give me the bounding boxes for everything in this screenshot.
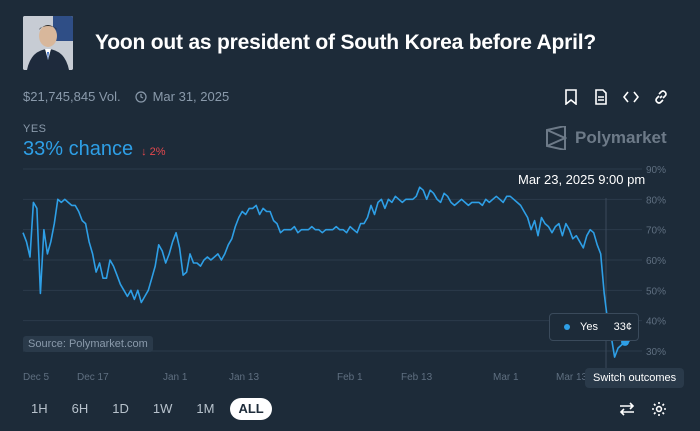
x-tick-label: Feb 13 [401,372,433,383]
market-meta: $21,745,845 Vol. Mar 31, 2025 [23,89,229,104]
swap-icon[interactable] [618,400,636,418]
y-tick-label: 70% [646,226,666,237]
x-tick-label: Jan 1 [163,372,188,383]
y-tick-label: 60% [646,256,666,267]
chance-value: 33% chance [23,138,134,160]
hover-date: Mar 23, 2025 9:00 pm [518,172,646,187]
chance-delta: ↓ 2% [141,146,166,158]
x-tick-label: Dec 5 [23,372,50,383]
document-icon[interactable] [592,88,610,106]
market-header: Yoon out as president of South Korea bef… [23,16,596,70]
range-1w[interactable]: 1W [152,401,173,416]
range-all[interactable]: ALL [230,398,272,420]
series-dot [564,324,570,330]
range-6h[interactable]: 6H [71,401,89,416]
y-tick-label: 30% [646,347,666,358]
bookmark-icon[interactable] [562,88,580,106]
range-1h[interactable]: 1H [31,401,48,416]
y-tick-label: 50% [646,286,666,297]
code-icon[interactable] [622,88,640,106]
y-tick-label: 90% [646,165,666,176]
source-label: Source: Polymarket.com [23,336,153,352]
end-date-text: Mar 31, 2025 [152,89,230,104]
hover-tooltip: Yes 33¢ [549,313,639,341]
link-icon[interactable] [652,88,670,106]
chart-controls [618,400,668,418]
x-tick-label: Dec 17 [77,372,109,383]
header-actions [562,88,670,106]
price-chart[interactable]: 30% 40% 50% 60% 70% 80% 90% Dec 5 Dec 17 Jan 1 Jan… [0,158,700,388]
gear-icon[interactable] [650,400,668,418]
x-tick-label: Feb 1 [337,372,363,383]
polymarket-brand: Polymarket [545,126,667,150]
x-tick-label: Mar 13 [556,372,588,383]
polymarket-logo-icon [545,126,567,150]
market-title: Yoon out as president of South Korea bef… [95,31,597,54]
clock-icon [134,90,147,103]
outcome-label: YES [23,123,47,135]
y-tick-label: 40% [646,317,666,328]
volume-text: $21,745,845 Vol. [23,89,121,104]
range-1d[interactable]: 1D [112,401,129,416]
switch-outcomes-tooltip: Switch outcomes [585,368,685,388]
market-thumbnail [23,16,73,70]
x-tick-label: Mar 1 [493,372,519,383]
time-range-selector: 1H 6H 1D 1W 1M ALL [23,398,272,420]
range-1m[interactable]: 1M [196,401,215,416]
tooltip-price: 33¢ [613,321,632,333]
x-tick-label: Jan 13 [229,372,259,383]
brand-name: Polymarket [575,128,667,147]
chance-display: 33% chance ↓ 2% [23,138,166,161]
series-line-yes [22,186,633,358]
y-tick-label: 80% [646,195,666,206]
tooltip-outcome: Yes [580,321,598,333]
